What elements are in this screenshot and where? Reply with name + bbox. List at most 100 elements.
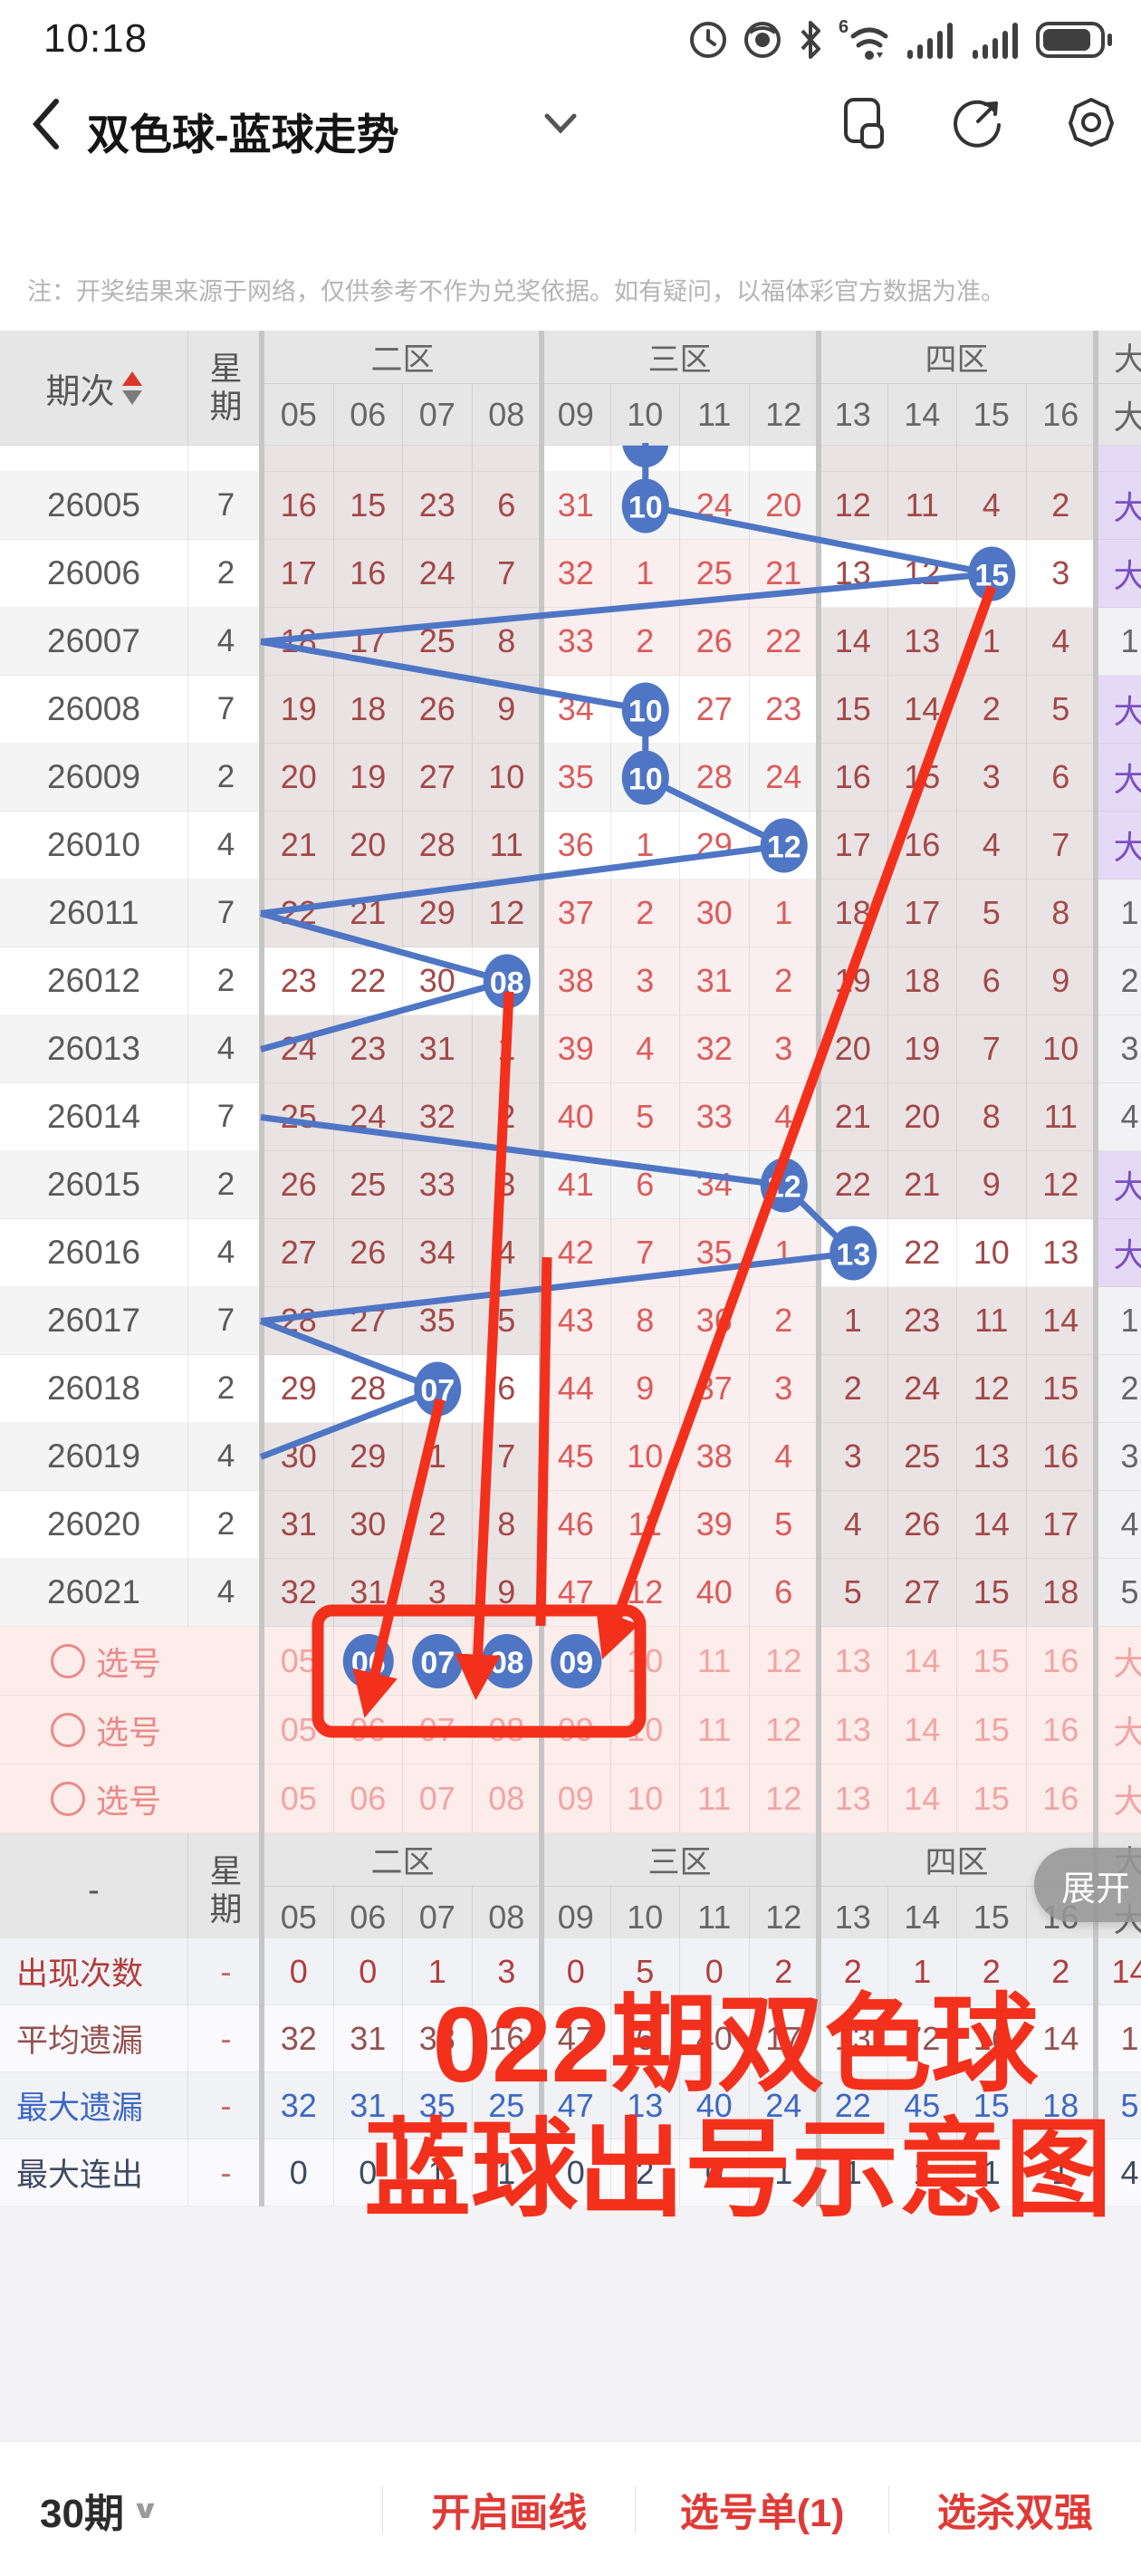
number-cell: 4 (819, 1491, 888, 1559)
pick-number-cell[interactable]: 06 (333, 1627, 403, 1696)
number-cell: 36 (680, 1287, 750, 1355)
pick-number-cell[interactable]: 11 (680, 1764, 750, 1833)
pick-number-cell[interactable]: 09 (542, 1627, 611, 1696)
pick-number-cell[interactable]: 07 (403, 1696, 473, 1764)
sort-icons[interactable] (121, 370, 142, 405)
pick-big-cell[interactable]: 大 (1096, 1696, 1141, 1764)
number-cell: 21 (749, 540, 819, 608)
pick-number-cell[interactable]: 05 (264, 1696, 334, 1764)
pick-number-cell[interactable]: 06 (333, 1764, 403, 1833)
pick-number-cell[interactable]: 06 (333, 1696, 403, 1764)
week-cell: 7 (188, 879, 264, 947)
number-cell: 15 (819, 676, 888, 744)
pick-number-cell[interactable]: 16 (1026, 1627, 1096, 1696)
pick-number-cell[interactable]: 15 (957, 1627, 1027, 1696)
pick-number-cell[interactable]: 12 (749, 1696, 819, 1764)
number-cell: 22 (333, 947, 403, 1015)
number-cell: 33 (542, 608, 611, 676)
number-cell: 22 (749, 608, 819, 676)
number-cell: 37 (680, 1355, 750, 1423)
pick-number-cell[interactable]: 10 (610, 1696, 680, 1764)
sort-asc-icon[interactable] (121, 370, 142, 386)
pick-number-cell[interactable]: 15 (957, 1764, 1027, 1833)
number-cell: 26 (333, 1219, 403, 1287)
pick-number-cell[interactable]: 11 (680, 1627, 750, 1696)
pick-row-label[interactable]: 选号 (0, 1696, 264, 1764)
radio-icon[interactable] (51, 1643, 85, 1678)
stat-cell: 0 (333, 1938, 403, 2005)
number-cell: 08 (472, 947, 542, 1015)
number-cell: 27 (887, 1559, 957, 1627)
stat-cell: 1 (749, 2139, 819, 2206)
stat-cell: 0 (264, 2139, 334, 2206)
pick-number-cell[interactable]: 13 (819, 1627, 888, 1696)
number-cell: 13 (887, 608, 957, 676)
number-cell: 27 (403, 744, 473, 812)
footer-background: 用规律图选号 红1可选范围 258111417 去选号 (0, 2206, 1141, 2441)
pick-number-cell[interactable]: 08 (472, 1627, 542, 1696)
title-dropdown-icon[interactable] (543, 112, 578, 136)
pick-number-cell[interactable]: 10 (610, 1764, 680, 1833)
pick-number-cell[interactable]: 13 (819, 1696, 888, 1764)
pick-number-cell[interactable]: 12 (749, 1627, 819, 1696)
stat-cell: 1 (887, 1938, 957, 2005)
number-cell: 1 (749, 1219, 819, 1287)
pick-number-cell[interactable]: 07 (403, 1627, 473, 1696)
pick-big-cell[interactable]: 大 (1096, 1627, 1141, 1696)
multi-window-icon[interactable] (839, 94, 889, 150)
back-icon[interactable] (31, 98, 62, 150)
pick-number-cell[interactable]: 09 (542, 1764, 611, 1833)
number-cell: 1 (749, 879, 819, 947)
pick-number-cell[interactable]: 16 (1026, 1764, 1096, 1833)
week-cell: 7 (188, 1083, 264, 1151)
big-cell: 3 (1096, 1015, 1141, 1083)
number-cell: 7 (610, 1219, 680, 1287)
stat-cell: 5 (610, 1938, 680, 2005)
pick-number-cell[interactable]: 15 (957, 1696, 1027, 1764)
pick-number-cell[interactable]: 12 (749, 1764, 819, 1833)
pick-number-cell[interactable]: 05 (264, 1627, 334, 1696)
pick-number-cell[interactable]: 14 (887, 1696, 957, 1764)
share-icon[interactable] (951, 96, 1003, 149)
number-cell: 11 (610, 1491, 680, 1559)
number-cell: 3 (749, 1355, 819, 1423)
periods-selector[interactable]: 30期 ∨ (40, 2491, 160, 2536)
stat-cell: 22 (819, 2072, 888, 2139)
pick-number-cell[interactable]: 14 (887, 1764, 957, 1833)
zone-divider (539, 331, 544, 2206)
pick-number-cell[interactable]: 16 (1026, 1696, 1096, 1764)
pick-number-cell[interactable]: 08 (472, 1764, 542, 1833)
radio-icon[interactable] (51, 1712, 85, 1747)
number-cell: 23 (403, 472, 473, 540)
number-cell: 18 (887, 947, 957, 1015)
pick-number-cell[interactable]: 07 (403, 1764, 473, 1833)
kill-double-button[interactable]: 选杀双强 (936, 2491, 1093, 2535)
draw-line-button[interactable]: 开启画线 (431, 2491, 588, 2535)
pick-row-label[interactable]: 选号 (0, 1627, 264, 1696)
pick-number-cell[interactable]: 10 (610, 1627, 680, 1696)
row-sliver (1096, 446, 1141, 472)
pick-row-label[interactable]: 选号 (0, 1764, 264, 1833)
week-cell: 4 (188, 1559, 264, 1627)
pick-number-cell[interactable]: 09 (542, 1696, 611, 1764)
number-cell: 2 (749, 947, 819, 1015)
pick-number-cell[interactable]: 08 (472, 1696, 542, 1764)
number-cell: 10 (610, 676, 680, 744)
pick-number-cell[interactable]: 11 (680, 1696, 750, 1764)
pick-number-cell[interactable]: 05 (264, 1764, 334, 1833)
number-cell: 24 (403, 540, 473, 608)
number-cell: 43 (542, 1287, 611, 1355)
pick-number-cell[interactable]: 14 (887, 1627, 957, 1696)
pick-number-cell[interactable]: 13 (819, 1764, 888, 1833)
column-header: 06 (333, 384, 403, 446)
radio-icon[interactable] (51, 1781, 85, 1816)
expand-button[interactable]: 展开 (1034, 1848, 1141, 1922)
pick-list-button[interactable]: 选号单(1) (679, 2491, 845, 2535)
pick-big-cell[interactable]: 大 (1096, 1764, 1141, 1833)
column-header: 12 (749, 1887, 819, 1948)
number-cell: 1 (472, 1015, 542, 1083)
stat-cell: 0 (542, 2139, 611, 2206)
sort-desc-icon[interactable] (121, 389, 142, 405)
settings-icon[interactable] (1065, 96, 1117, 149)
number-cell: 38 (680, 1423, 750, 1491)
